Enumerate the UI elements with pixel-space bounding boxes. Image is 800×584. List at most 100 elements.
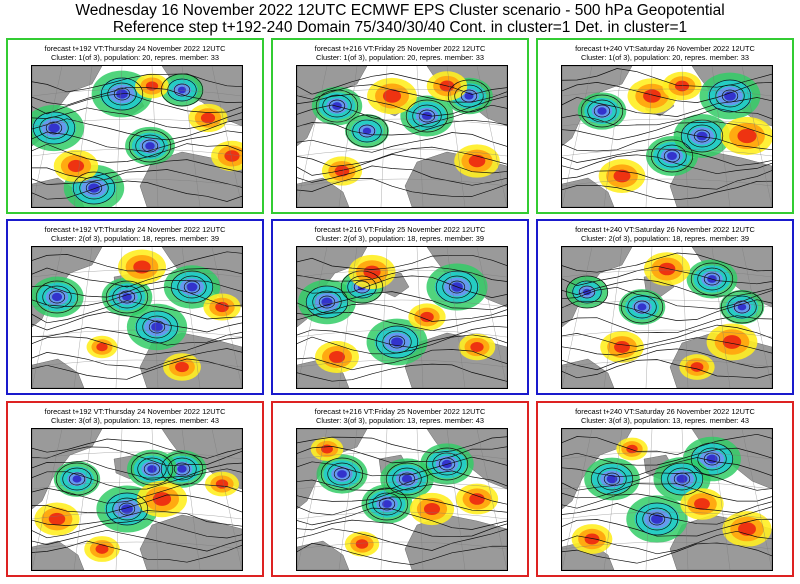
geopotential-contour (32, 86, 242, 106)
low-contour-ring (358, 124, 376, 138)
low-contour-ring (572, 280, 602, 304)
latitude-line (297, 269, 507, 278)
low-contour-ring (128, 129, 172, 163)
geopotential-contour (562, 286, 772, 310)
latitude-line (32, 511, 242, 520)
low-contour-ring (315, 89, 359, 123)
low-contour-ring (690, 262, 734, 296)
latitude-line (562, 88, 772, 97)
longitude-line (681, 66, 689, 207)
longitude-line (645, 429, 653, 570)
latitude-line (562, 269, 772, 278)
geopotential-contour (562, 131, 772, 152)
anomaly-high-core (469, 493, 485, 505)
low-contour-ring (388, 335, 406, 349)
low-contour-ring (733, 300, 751, 314)
latitude-line (297, 511, 507, 520)
geopotential-contour (562, 359, 772, 379)
longitude-line (338, 247, 358, 388)
low-contour-ring (118, 502, 136, 516)
latitude-line (32, 481, 242, 490)
land-mass (297, 540, 350, 570)
geopotential-contour (297, 291, 507, 311)
low-contour-ring (130, 452, 174, 486)
low-contour-ring (727, 295, 757, 319)
panel-cluster-label: Cluster: 2(of 3), population: 18, repres… (580, 234, 749, 243)
panel-cluster-label: Cluster: 3(of 3), population: 13, repres… (50, 416, 219, 425)
low-contour-ring (137, 457, 167, 481)
low-contour-ring (352, 119, 382, 143)
low-contour-ring (593, 104, 611, 118)
geopotential-contour (32, 358, 242, 380)
longitude-line (211, 247, 242, 388)
panel-cluster1-t192: forecast t+192 VT:Thursday 24 November 2… (6, 38, 264, 214)
longitude-line (476, 247, 507, 388)
anomaly-high-core (658, 262, 676, 276)
anomaly-high-core (67, 159, 85, 173)
anomaly-low-core (651, 514, 663, 524)
geopotential-contour (562, 493, 772, 514)
geopotential-contour (562, 82, 772, 103)
low-contour-ring (690, 442, 734, 476)
low-contour-ring (142, 315, 172, 339)
geopotential-contour (32, 540, 242, 563)
panel-cluster1-t216: forecast t+216 VT:Friday 25 November 202… (271, 38, 529, 214)
low-contour-ring (167, 457, 197, 481)
longitude-line (645, 247, 653, 388)
latitude-line (32, 118, 242, 127)
geopotential-contour (32, 159, 242, 179)
geopotential-map (296, 246, 508, 389)
geopotential-contour (297, 254, 507, 270)
geopotential-contour (562, 299, 772, 321)
geopotential-contour (297, 73, 507, 95)
land-mass (139, 514, 242, 570)
low-contour-ring (167, 78, 197, 102)
geopotential-contour (562, 348, 772, 371)
low-contour-ring (448, 280, 466, 294)
geopotential-contour (562, 148, 772, 167)
longitude-line (681, 247, 689, 388)
land-mass (297, 177, 350, 207)
anomaly-high-core (382, 89, 402, 103)
panel-forecast-label: forecast t+240 VT:Saturday 26 November 2… (575, 225, 755, 234)
low-contour-ring (697, 267, 727, 291)
anomaly-high-core (48, 512, 66, 526)
latitude-line (562, 511, 772, 520)
anomaly-high-core (215, 479, 229, 489)
geopotential-contour (562, 170, 772, 190)
anomaly-high-core (328, 350, 346, 364)
geopotential-contour (297, 132, 507, 153)
low-contour-ring (105, 280, 149, 314)
low-contour-ring (667, 467, 697, 491)
anomaly-low-core (362, 127, 372, 135)
low-contour-ring (42, 285, 72, 309)
longitude-line (711, 429, 731, 570)
anomaly-low-core (391, 337, 403, 347)
low-contour-ring (382, 330, 412, 354)
geopotential-map (31, 428, 243, 571)
low-contour-ring (322, 94, 352, 118)
panel-cluster-label: Cluster: 1(of 3), population: 20, repres… (50, 53, 219, 62)
anomaly-high-core (215, 301, 229, 313)
geopotential-contour (32, 494, 242, 514)
longitude-line (73, 66, 93, 207)
geopotential-contour (297, 528, 507, 551)
panel-cluster3-t192: forecast t+192 VT:Thursday 24 November 2… (6, 401, 264, 577)
geopotential-contour (562, 121, 772, 141)
anomaly-high-core (626, 444, 638, 454)
anomaly-low-core (382, 500, 392, 508)
geopotential-contour (32, 336, 242, 356)
latitude-line (297, 541, 507, 550)
low-contour-ring (32, 111, 76, 145)
low-contour-ring (627, 295, 657, 319)
anomaly-high-core (95, 544, 109, 554)
latitude-line (32, 359, 242, 368)
longitude-line (151, 66, 159, 207)
panel-cluster-label: Cluster: 2(of 3), population: 18, repres… (50, 234, 219, 243)
latitude-line (32, 88, 242, 97)
longitude-line (115, 429, 123, 570)
anomaly-high-core (200, 112, 216, 124)
longitude-line (711, 247, 731, 388)
low-contour-ring (650, 139, 694, 173)
geopotential-contour (32, 73, 242, 93)
